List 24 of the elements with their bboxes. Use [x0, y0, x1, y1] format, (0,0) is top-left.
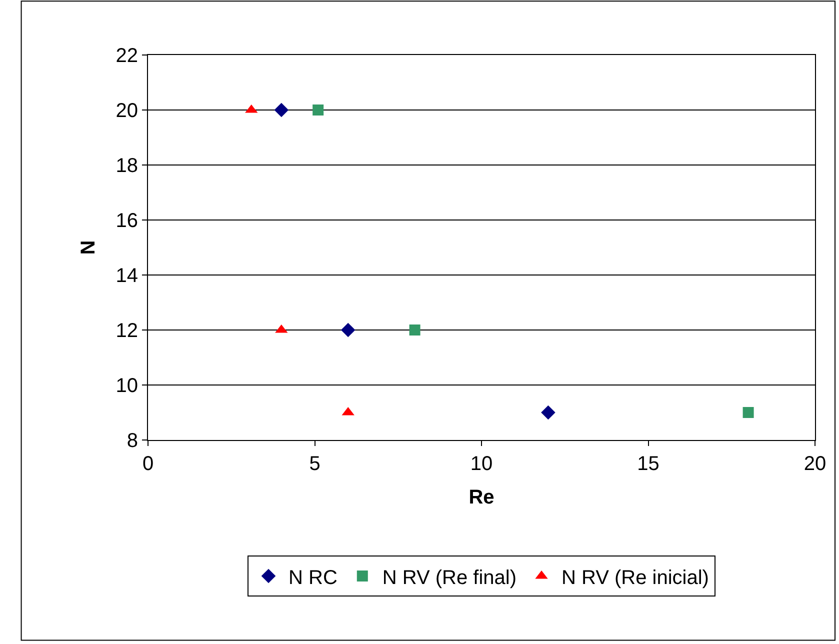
x-tick-label: 10 [470, 453, 493, 475]
y-tick-label: 22 [116, 45, 138, 67]
y-tick-label: 12 [116, 320, 138, 342]
x-axis-title: Re [468, 486, 494, 508]
x-tick-label: 0 [142, 453, 154, 475]
x-tick-label: 15 [637, 453, 660, 475]
point [409, 324, 420, 336]
x-tick-label: 20 [804, 453, 826, 475]
y-tick-label: 10 [116, 375, 138, 397]
y-tick-label: 16 [116, 210, 138, 232]
point [340, 322, 356, 338]
legend-label: N RC [288, 566, 338, 589]
x-tick-label: 5 [309, 453, 320, 475]
legend-label: N RV (Re inicial) [562, 566, 709, 589]
point [274, 102, 289, 118]
point [541, 405, 556, 420]
point [312, 104, 324, 116]
legend-label: N RV (Re final) [382, 566, 517, 589]
y-tick-label: 20 [116, 100, 138, 122]
y-tick-label: 14 [116, 265, 138, 287]
y-tick-label: 18 [116, 155, 138, 177]
point [742, 407, 754, 418]
y-axis-title: N [77, 240, 100, 255]
y-tick-label: 8 [126, 430, 138, 452]
